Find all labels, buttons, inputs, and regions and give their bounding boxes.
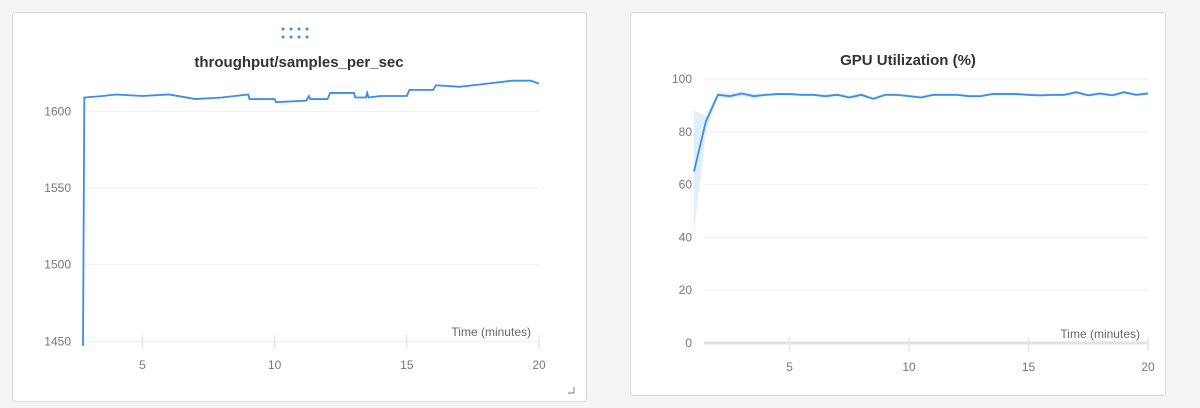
y-tick-label: 1600 [44, 104, 71, 118]
y-tick-label: 40 [679, 230, 693, 244]
series-line [693, 91, 1149, 172]
x-tick-label: 15 [1022, 360, 1036, 374]
drag-handle-icon[interactable] [281, 27, 309, 39]
x-tick-label: 5 [786, 360, 793, 374]
confidence-band [694, 90, 1148, 233]
x-tick-label: 20 [1141, 360, 1155, 374]
throughput-panel: throughput/samples_per_sec 1450 1500 1550 16… [12, 12, 587, 402]
x-tick-label: 15 [400, 358, 414, 372]
y-tick-label: 0 [685, 336, 692, 350]
y-tick-label: 1500 [44, 258, 71, 272]
chart-title: throughput/samples_per_sec [194, 54, 403, 71]
y-tick-label: 80 [679, 125, 693, 139]
chart-title: GPU Utilization (%) [840, 52, 976, 69]
x-axis-label: Time (minutes) [1060, 327, 1140, 341]
y-tick-label: 100 [672, 72, 692, 86]
y-tick-label: 1550 [44, 181, 71, 195]
resize-corner-icon[interactable] [568, 387, 575, 394]
x-tick-label: 10 [268, 358, 282, 372]
x-axis-label: Time (minutes) [451, 325, 531, 339]
gpu-utilization-panel: GPU Utilization (%) 0 20 40 60 80 100 5 10 15 20 Ti… [630, 12, 1166, 396]
y-tick-label: 20 [679, 283, 693, 297]
throughput-chart: throughput/samples_per_sec 1450 1500 1550 16… [44, 27, 575, 394]
series-line [82, 79, 540, 346]
x-tick-label: 20 [532, 358, 546, 372]
gpu-utilization-chart: GPU Utilization (%) 0 20 40 60 80 100 5 10 15 20 Ti… [672, 52, 1155, 374]
y-tick-label: 1450 [44, 334, 71, 348]
x-tick-label: 10 [902, 360, 916, 374]
y-tick-label: 60 [679, 178, 693, 192]
x-tick-label: 5 [139, 358, 146, 372]
